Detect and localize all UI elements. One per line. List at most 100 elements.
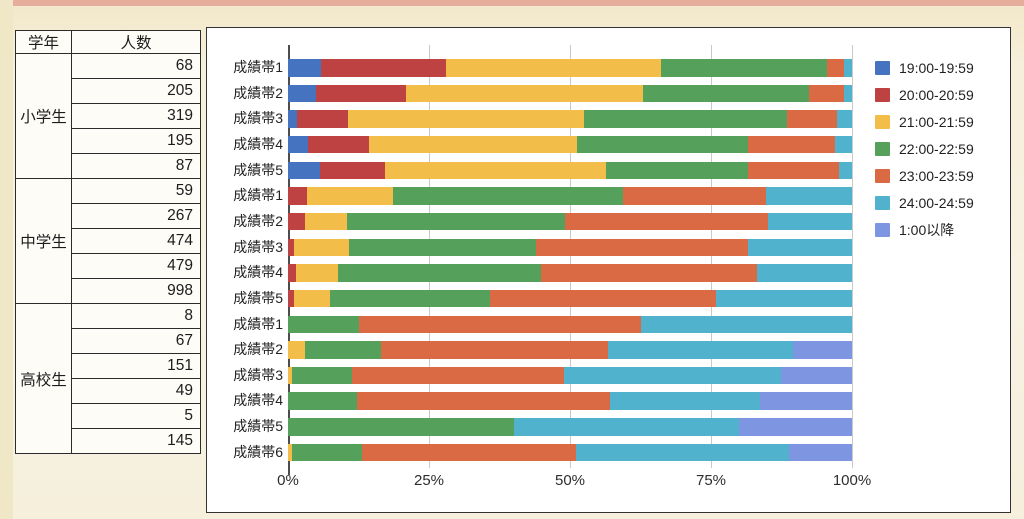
bar-segment-20:00-20:59 <box>288 238 295 257</box>
row-label-高校生-成績帯5: 成績帯5 <box>233 418 283 435</box>
bar-segment-23:00-23:59 <box>380 341 608 359</box>
bar-segment-21:00-21:59 <box>304 212 348 231</box>
bar-segment-1:00以降 <box>759 392 852 410</box>
count-cell: 8 <box>71 303 201 329</box>
bar-segment-24:00-24:59 <box>844 84 852 103</box>
bar-segment-23:00-23:59 <box>564 212 768 231</box>
stacked-bar <box>288 161 852 180</box>
bar-segment-21:00-21:59 <box>385 161 606 180</box>
legend-item: 20:00-20:59 <box>875 81 974 108</box>
bar-segment-23:00-23:59 <box>787 110 837 128</box>
bar-segment-20:00-20:59 <box>288 264 297 282</box>
gridline-50% <box>570 45 571 468</box>
gridline-75% <box>711 45 712 468</box>
legend-item: 19:00-19:59 <box>875 54 974 81</box>
legend-swatch-icon <box>875 114 890 129</box>
bar-segment-23:00-23:59 <box>351 366 565 385</box>
count-cell: 145 <box>71 428 201 454</box>
row-label-中学生-成績帯4: 成績帯4 <box>233 264 283 281</box>
stacked-bar <box>288 392 852 410</box>
bar-segment-23:00-23:59 <box>541 264 757 282</box>
bar-segment-1:00以降 <box>780 366 852 385</box>
bar-segment-22:00-22:59 <box>288 315 359 333</box>
bar-segment-21:00-21:59 <box>369 135 578 154</box>
bar-segment-21:00-21:59 <box>288 443 292 462</box>
grade-cell-1: 中学生 <box>15 178 72 304</box>
count-cell: 87 <box>71 153 201 179</box>
legend-swatch-icon <box>875 141 890 156</box>
bar-segment-24:00-24:59 <box>747 238 852 257</box>
stacked-bar <box>288 187 852 205</box>
row-label-小学生-成績帯2: 成績帯2 <box>233 84 283 101</box>
count-cell: 195 <box>71 128 201 154</box>
bar-segment-21:00-21:59 <box>406 84 644 103</box>
bar-segment-24:00-24:59 <box>564 366 781 385</box>
row-label-中学生-成績帯1: 成績帯1 <box>233 187 283 204</box>
legend-label: 23:00-23:59 <box>899 167 974 184</box>
grade-cell-0: 小学生 <box>15 53 72 179</box>
legend-label: 19:00-19:59 <box>899 59 974 76</box>
bar-segment-24:00-24:59 <box>766 187 852 205</box>
bar-segment-24:00-24:59 <box>716 289 852 308</box>
bar-segment-23:00-23:59 <box>748 135 836 154</box>
bar-segment-23:00-23:59 <box>748 161 840 180</box>
chart-legend: 19:00-19:59 20:00-20:59 21:00-21:59 22:00-2… <box>875 54 974 243</box>
stacked-bar <box>288 238 852 257</box>
row-label-高校生-成績帯1: 成績帯1 <box>233 315 283 332</box>
legend-swatch-icon <box>875 195 890 210</box>
row-label-小学生-成績帯1: 成績帯1 <box>233 59 283 75</box>
bar-segment-24:00-24:59 <box>767 212 852 231</box>
legend-label: 1:00以降 <box>899 221 955 238</box>
stacked-bar <box>288 289 852 308</box>
legend-label: 20:00-20:59 <box>899 86 974 103</box>
legend-item: 22:00-22:59 <box>875 135 974 162</box>
legend-swatch-icon <box>875 87 890 102</box>
bar-segment-22:00-22:59 <box>291 366 352 385</box>
count-cell: 67 <box>71 328 201 354</box>
stacked-bar <box>288 366 852 385</box>
grade-cell-2: 高校生 <box>15 303 72 454</box>
bar-segment-22:00-22:59 <box>605 161 749 180</box>
bar-segment-19:00-19:59 <box>288 135 309 154</box>
legend-item: 23:00-23:59 <box>875 162 974 189</box>
row-label-小学生-成績帯3: 成績帯3 <box>233 110 283 127</box>
bar-segment-22:00-22:59 <box>577 135 749 154</box>
stacked-bar <box>288 418 852 436</box>
bar-segment-1:00以降 <box>789 443 852 462</box>
stacked-bar <box>288 315 852 333</box>
bar-segment-21:00-21:59 <box>296 264 338 282</box>
bar-segment-24:00-24:59 <box>575 443 790 462</box>
bar-segment-22:00-22:59 <box>288 418 514 436</box>
count-cell: 267 <box>71 203 201 229</box>
y-axis-line <box>288 45 290 475</box>
count-cell: 319 <box>71 103 201 129</box>
bar-segment-22:00-22:59 <box>583 110 788 128</box>
bar-segment-22:00-22:59 <box>348 238 536 257</box>
gridline-100% <box>852 45 853 468</box>
bar-segment-23:00-23:59 <box>808 84 845 103</box>
scan-left-edge <box>0 0 13 519</box>
legend-swatch-icon <box>875 222 890 237</box>
bar-segment-21:00-21:59 <box>307 187 394 205</box>
row-label-中学生-成績帯2: 成績帯2 <box>233 212 283 229</box>
bar-segment-20:00-20:59 <box>315 84 407 103</box>
stacked-bar <box>288 341 852 359</box>
bar-segment-22:00-22:59 <box>337 264 542 282</box>
legend-swatch-icon <box>875 60 890 75</box>
x-tick-label: 75% <box>695 472 727 489</box>
bar-segment-23:00-23:59 <box>358 315 641 333</box>
row-label-高校生-成績帯6: 成績帯6 <box>233 443 283 460</box>
bar-segment-19:00-19:59 <box>288 161 321 180</box>
bar-segment-23:00-23:59 <box>827 59 844 77</box>
bar-segment-23:00-23:59 <box>489 289 717 308</box>
bar-segment-23:00-23:59 <box>623 187 767 205</box>
legend-label: 21:00-21:59 <box>899 113 974 130</box>
bar-segment-20:00-20:59 <box>321 59 446 77</box>
count-cell: 151 <box>71 353 201 379</box>
gridline-25% <box>429 45 430 468</box>
student-count-table-body: 学年 人数 小学生 68 205 319 195 87 中学生 59 267 474 479 998 高校生… <box>15 30 201 454</box>
bar-segment-21:00-21:59 <box>288 366 292 385</box>
table-header-grade: 学年 <box>15 30 72 54</box>
x-tick-label: 0% <box>277 472 299 489</box>
bar-segment-24:00-24:59 <box>756 264 852 282</box>
